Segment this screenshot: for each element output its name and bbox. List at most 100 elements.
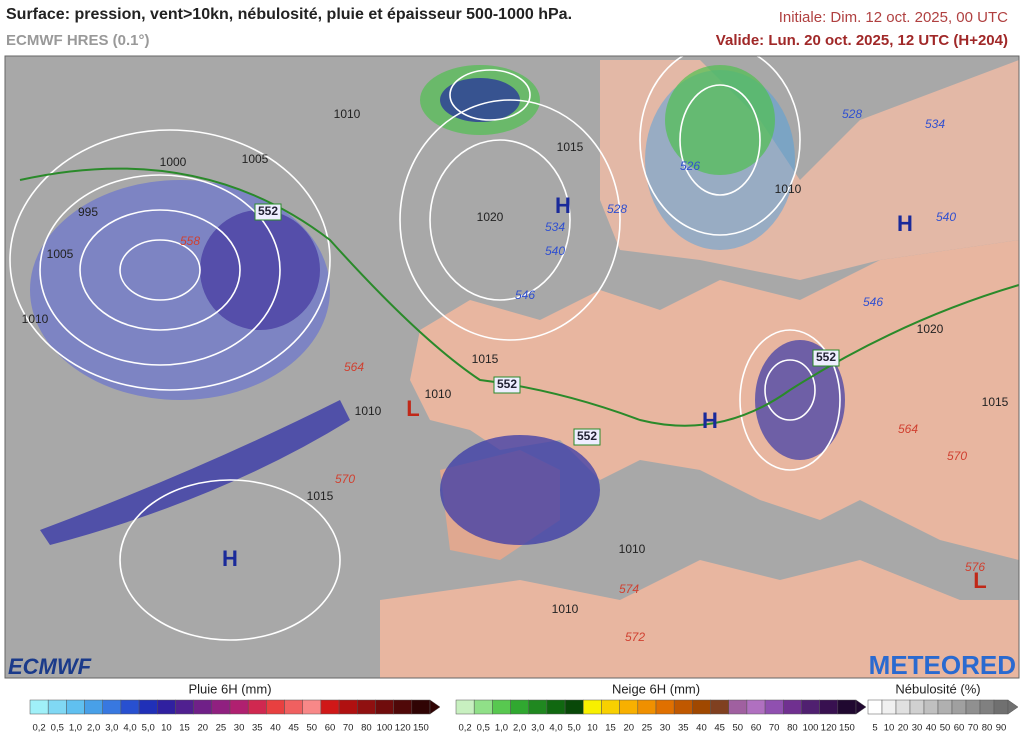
legend-label: 10	[884, 723, 895, 734]
legend-label: 0,2	[458, 723, 471, 734]
color-box	[357, 699, 376, 715]
contour-label: 528	[842, 107, 862, 121]
legend-label: 5	[872, 723, 877, 734]
color-box	[320, 699, 340, 715]
color-box	[881, 699, 897, 715]
pressure-center: L	[973, 568, 986, 593]
contour-label: 1005	[47, 247, 74, 261]
legend-label: 3,0	[105, 723, 118, 734]
color-box	[937, 699, 953, 715]
color-box	[138, 699, 158, 715]
legend-label: 20	[197, 723, 208, 734]
legend-label: 15	[179, 723, 190, 734]
color-box	[819, 699, 839, 715]
color-box	[783, 699, 802, 715]
color-box	[728, 699, 748, 715]
color-box	[66, 699, 85, 715]
legend-label: 10	[587, 723, 598, 734]
legend-label: 5,0	[142, 723, 155, 734]
color-box	[546, 699, 566, 715]
color-box	[965, 699, 981, 715]
contour-label: 540	[545, 244, 565, 258]
color-box	[993, 699, 1009, 715]
color-box	[47, 699, 67, 715]
color-box	[229, 699, 249, 715]
legend-label: 60	[954, 723, 965, 734]
legend-label: 80	[787, 723, 798, 734]
contour-label: 552	[577, 429, 597, 443]
color-box	[583, 699, 602, 715]
legend-label: 20	[623, 723, 634, 734]
logo-ecmwf: ECMWF	[8, 654, 92, 679]
contour-label: 546	[863, 295, 883, 309]
color-box	[375, 699, 394, 715]
legend-label: 4,0	[549, 723, 562, 734]
legend-arrow	[855, 699, 867, 715]
legend-label: 2,0	[513, 723, 526, 734]
label-box	[254, 203, 282, 221]
label-box	[812, 349, 840, 367]
pressure-center: H	[897, 211, 913, 236]
contour-label: 574	[619, 582, 639, 596]
color-box	[510, 699, 529, 715]
contour-label: 1020	[477, 210, 504, 224]
contour-label: 570	[335, 472, 355, 486]
color-box	[979, 699, 995, 715]
legend-label: 4,0	[123, 723, 136, 734]
legend-label: 30	[234, 723, 245, 734]
label-box	[573, 428, 601, 446]
color-box	[801, 699, 820, 715]
color-box	[102, 699, 122, 715]
contour-label: 570	[947, 449, 967, 463]
contour-label: 546	[515, 288, 535, 302]
legend-label: 70	[968, 723, 979, 734]
contour-label: 534	[925, 117, 945, 131]
pressure-center: H	[555, 193, 571, 218]
legend-label: 30	[912, 723, 923, 734]
color-box	[84, 699, 103, 715]
land	[380, 560, 1019, 678]
legend-label: 80	[361, 723, 372, 734]
legend-label: 70	[769, 723, 780, 734]
contour-label: 1010	[22, 312, 49, 326]
color-box	[266, 699, 285, 715]
legend-label: 100	[377, 723, 393, 734]
legend-label: 60	[325, 723, 336, 734]
contour-label: 1015	[472, 352, 499, 366]
legend-label: 1,0	[495, 723, 508, 734]
logo-meteored: METEORED	[869, 650, 1016, 680]
legend-title: Neige 6H (mm)	[612, 681, 700, 696]
color-box	[193, 699, 213, 715]
legend-label: 25	[216, 723, 227, 734]
color-box	[157, 699, 176, 715]
legend-label: 150	[839, 723, 855, 734]
color-box	[455, 699, 475, 715]
contour-label: 1010	[552, 602, 579, 616]
legend-label: 0,2	[32, 723, 45, 734]
legend-label: 120	[821, 723, 837, 734]
color-box	[673, 699, 693, 715]
legend-label: 80	[982, 723, 993, 734]
color-box	[601, 699, 620, 715]
legend-label: 40	[696, 723, 707, 734]
legend-label: 50	[307, 723, 318, 734]
legend-label: 5,0	[568, 723, 581, 734]
snow-area	[665, 65, 775, 175]
color-box	[284, 699, 303, 715]
color-box	[764, 699, 784, 715]
legend-label: 30	[660, 723, 671, 734]
legend-title: Nébulosité (%)	[895, 681, 980, 696]
legend-label: 60	[751, 723, 762, 734]
contour-label: 1005	[242, 152, 269, 166]
label-box	[493, 376, 521, 394]
map-frame	[4, 55, 1020, 679]
contour-label: 552	[816, 350, 836, 364]
contour-label: 528	[607, 202, 627, 216]
color-box	[492, 699, 511, 715]
contour-label: 1010	[425, 387, 452, 401]
legend-label: 120	[395, 723, 411, 734]
color-box	[655, 699, 675, 715]
legend-label: 2,0	[87, 723, 100, 734]
